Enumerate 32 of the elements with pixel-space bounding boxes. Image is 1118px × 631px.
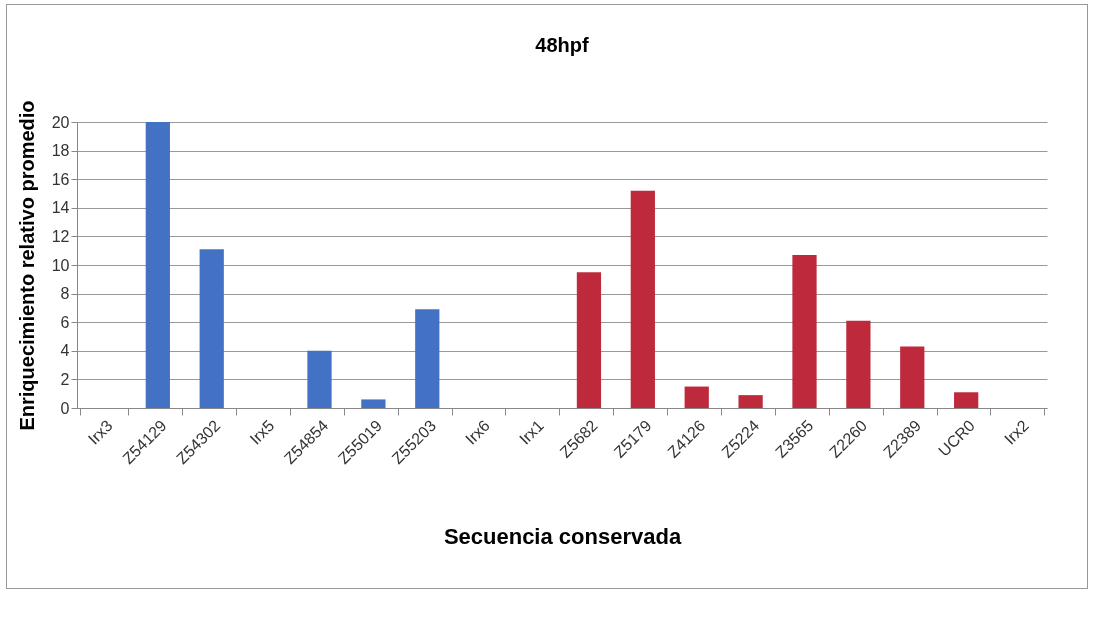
x-tick-label: Irx3 [84,416,116,448]
bar [684,386,709,408]
x-axis-title: Secuencia conservada [443,524,682,550]
y-tick-label: 20 [51,113,70,131]
y-tick-label: 2 [60,370,70,388]
bar [630,190,655,408]
bar [792,254,817,408]
bar [846,320,871,408]
y-tick-label: 12 [51,227,70,245]
x-tick-label: Irx2 [1000,416,1032,448]
y-axis-title: Enriquecimiento relativo promedio [15,100,38,431]
x-tick-label: Irx5 [246,416,278,448]
y-tick-label: 0 [60,399,70,417]
y-tick-label: 6 [60,313,70,331]
y-tick-label: 8 [60,285,70,303]
bar [361,399,386,408]
bar [145,122,170,408]
bar [415,309,440,408]
bar [199,249,224,408]
y-tick-label: 10 [51,256,70,274]
x-tick-label: Irx6 [462,416,494,448]
bar [900,346,925,408]
bar [576,272,602,408]
chart-title: 48hpf [535,33,590,56]
y-tick-label: 16 [51,170,70,188]
x-tick-label: Irx1 [515,416,547,448]
bar [307,350,332,408]
y-tick-label: 14 [51,199,70,217]
y-tick-label: 18 [51,142,70,160]
y-tick-label: 4 [60,342,70,360]
bar [954,392,979,408]
bar [738,395,763,408]
